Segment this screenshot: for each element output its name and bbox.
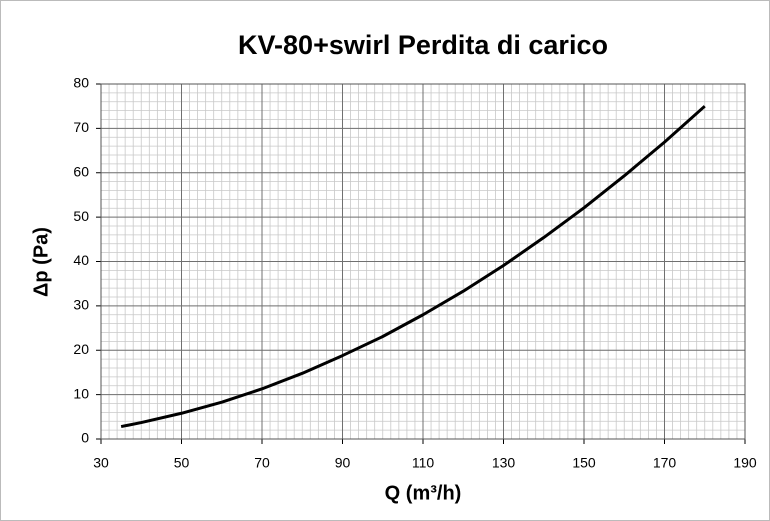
y-tick-label: 50 [73, 208, 89, 224]
y-axis-label: Δp (Pa) [30, 227, 52, 297]
plot-frame [100, 83, 746, 440]
chart-title: KV-80+swirl Perdita di carico [238, 30, 608, 60]
x-tick-label: 130 [492, 455, 516, 471]
x-tick-label: 190 [733, 455, 757, 471]
x-axis-label: Q (m³/h) [385, 482, 462, 504]
y-tick-label: 10 [73, 385, 89, 401]
y-tick-label: 40 [73, 252, 89, 268]
y-tick-label: 30 [73, 297, 89, 313]
y-tick-label: 0 [81, 430, 89, 446]
x-tick-label: 30 [93, 455, 109, 471]
x-tick-label: 70 [254, 455, 270, 471]
y-tick-label: 80 [73, 75, 89, 91]
x-tick-label: 170 [653, 455, 677, 471]
x-tick-label: 50 [174, 455, 190, 471]
curve [120, 105, 706, 429]
x-tick-label: 150 [572, 455, 596, 471]
y-tick-label: 70 [73, 119, 89, 135]
y-tick-label: 60 [73, 163, 89, 179]
x-tick-label: 110 [412, 455, 435, 471]
x-tick-label: 90 [335, 455, 351, 471]
y-tick-label: 20 [73, 341, 89, 357]
